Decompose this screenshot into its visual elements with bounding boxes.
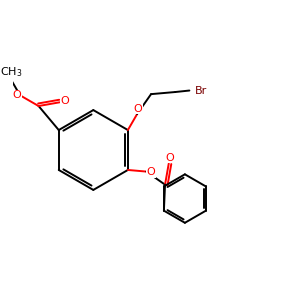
Text: Br: Br bbox=[195, 85, 207, 95]
Text: CH$_3$: CH$_3$ bbox=[0, 65, 23, 79]
Text: O: O bbox=[165, 153, 174, 163]
Text: O: O bbox=[13, 90, 22, 100]
Text: O: O bbox=[147, 167, 156, 177]
Text: O: O bbox=[60, 96, 69, 106]
Text: O: O bbox=[133, 104, 142, 114]
